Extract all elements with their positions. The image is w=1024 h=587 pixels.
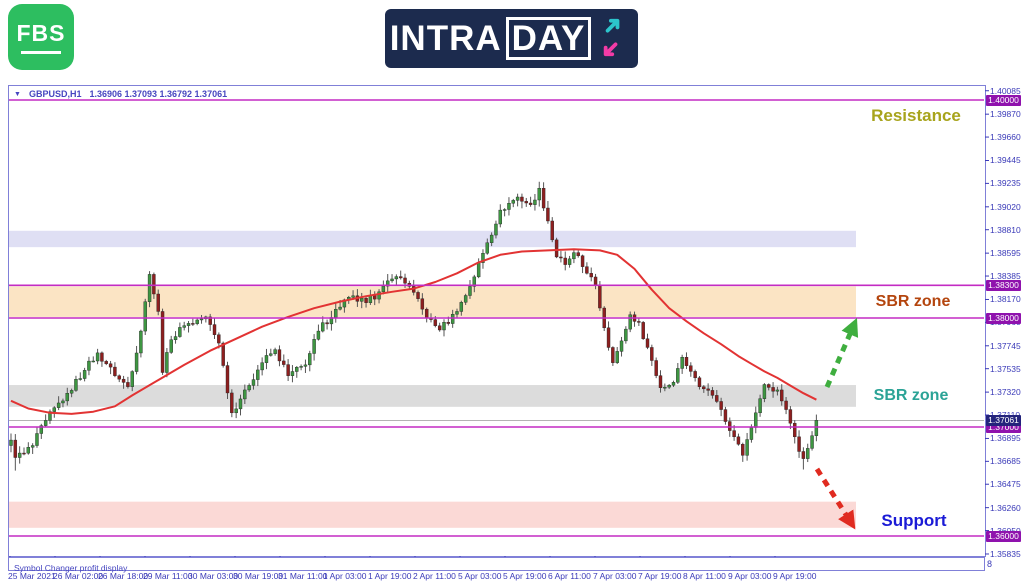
intraday-logo-text: INTRA bbox=[389, 18, 502, 58]
resistance-minor-zone bbox=[9, 230, 856, 248]
sbr-zone-upper-label: SBR zone bbox=[875, 293, 951, 310]
bullish-trend-arrow bbox=[824, 317, 859, 388]
moving-average-line bbox=[10, 248, 817, 415]
trend-arrows bbox=[814, 317, 859, 530]
intraday-logo-boxed-text: DAY bbox=[505, 17, 592, 60]
indicator-subwindow: Symbol Changer profit display bbox=[8, 557, 985, 573]
bearish-trend-arrow bbox=[814, 467, 856, 530]
chart-ohlc-values: 1.36906 1.37093 1.36792 1.37061 bbox=[89, 89, 228, 99]
intraday-logo: INTRA DAY ➜ ➜ bbox=[385, 8, 638, 68]
sbr-zone-lower-label: SBR zone bbox=[873, 387, 949, 404]
chart-symbol-period: GBPUSD,H1 bbox=[28, 89, 82, 99]
fbs-logo-underline bbox=[21, 51, 61, 54]
chart-frame bbox=[8, 85, 986, 557]
sbr-zone-upper bbox=[9, 286, 856, 317]
fbs-logo: FBS bbox=[8, 4, 74, 70]
fbs-logo-text: FBS bbox=[16, 20, 66, 46]
support-zone bbox=[9, 501, 856, 528]
symbol-dropdown-icon[interactable]: ▼ bbox=[14, 90, 21, 98]
sbr-zone-lower bbox=[9, 385, 856, 407]
indicator-label: Symbol Changer profit display bbox=[14, 563, 128, 573]
resistance-label: Resistance bbox=[871, 106, 961, 125]
axis-corner-marker: 8 bbox=[987, 559, 993, 569]
support-label: Support bbox=[881, 511, 947, 530]
support-resistance-lines bbox=[9, 99, 984, 537]
chart-header[interactable]: ▼ GBPUSD,H1 1.36906 1.37093 1.36792 1.37… bbox=[14, 89, 227, 99]
